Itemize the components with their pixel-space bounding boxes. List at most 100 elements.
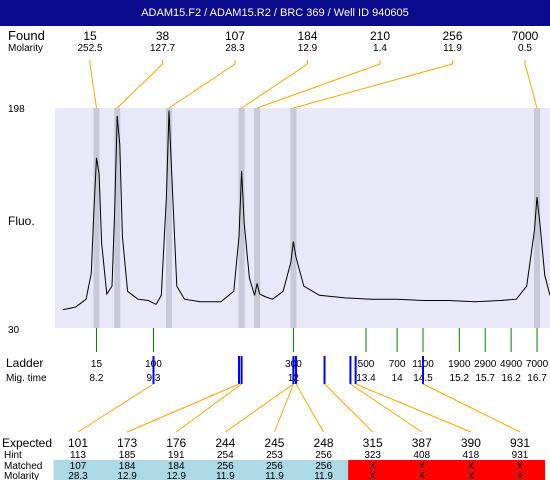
ladder-time-label: 13.4 bbox=[356, 373, 376, 384]
matched-value: 184 bbox=[119, 461, 136, 472]
expected-size: 390 bbox=[461, 436, 481, 450]
molarity-value: X bbox=[418, 471, 425, 480]
found-leader-line bbox=[293, 60, 453, 109]
found-molarity: 1.4 bbox=[373, 43, 387, 54]
unmatched-cell-bg bbox=[495, 460, 546, 480]
found-size: 107 bbox=[225, 29, 245, 43]
peak-marker bbox=[254, 108, 261, 328]
found-molarity: 252.5 bbox=[77, 43, 102, 54]
expected-leader-line bbox=[324, 383, 374, 433]
matched-value: 256 bbox=[315, 461, 332, 472]
hint-value: 191 bbox=[168, 450, 185, 461]
expected-table: 10111310728.317318518412.917619118412.92… bbox=[53, 356, 546, 480]
expected-leader-line bbox=[225, 383, 294, 433]
matched-value: X bbox=[517, 461, 524, 472]
unmatched-cell-bg bbox=[446, 460, 496, 480]
matched-cell-bg bbox=[299, 460, 349, 480]
found-leader-line bbox=[116, 60, 163, 109]
molarity-value: 28.3 bbox=[68, 471, 88, 480]
matched-value: 256 bbox=[266, 461, 283, 472]
fluorescence-trace bbox=[62, 110, 550, 311]
expected-size: 315 bbox=[363, 436, 383, 450]
found-size: 15 bbox=[83, 29, 97, 43]
matched-value: 184 bbox=[168, 461, 185, 472]
found-molarity: 0.5 bbox=[518, 43, 532, 54]
found-molarity: 28.3 bbox=[225, 43, 245, 54]
ladder-label: Ladder bbox=[6, 356, 43, 370]
hint-value: 185 bbox=[119, 450, 136, 461]
plot-area bbox=[55, 108, 550, 328]
found-size: 256 bbox=[442, 29, 462, 43]
expected-leader-line bbox=[350, 383, 423, 433]
molarity-value: X bbox=[369, 471, 376, 480]
expected-size: 173 bbox=[117, 436, 137, 450]
matched-value: 256 bbox=[217, 461, 234, 472]
found-size: 184 bbox=[297, 29, 317, 43]
hint-value: 256 bbox=[315, 450, 332, 461]
ladder-axis: 158.21009.33001250013.470014110014.51900… bbox=[90, 328, 549, 384]
molarity-value: X bbox=[517, 471, 524, 480]
found-size: 7000 bbox=[512, 29, 539, 43]
molarity-value: 12.9 bbox=[166, 471, 186, 480]
expected-label: Expected bbox=[2, 436, 52, 450]
matched-value: X bbox=[369, 461, 376, 472]
hint-value: 253 bbox=[266, 450, 283, 461]
peak-markers bbox=[93, 108, 541, 328]
ladder-time-label: 8.2 bbox=[90, 373, 104, 384]
ladder-size-label: 15 bbox=[91, 359, 103, 370]
matched-cell-bg bbox=[102, 460, 153, 480]
molarity-value: 11.9 bbox=[216, 471, 235, 480]
ladder-size-label: 1900 bbox=[448, 359, 471, 370]
ladder-size-label: 700 bbox=[389, 359, 406, 370]
ladder-time-label: 16.2 bbox=[501, 373, 521, 384]
hint-value: 113 bbox=[70, 450, 86, 461]
chart-title: ADAM15.F2 / ADAM15.R2 / BRC 369 / Well I… bbox=[141, 7, 409, 19]
y-tick-bottom: 30 bbox=[8, 325, 20, 336]
unmatched-cell-bg bbox=[397, 460, 447, 480]
expected-size: 176 bbox=[166, 436, 186, 450]
expected-leader-line bbox=[273, 383, 294, 433]
hint-value: 408 bbox=[413, 450, 430, 461]
hint-value: 323 bbox=[364, 450, 381, 461]
matched-cell-bg bbox=[200, 460, 251, 480]
ladder-time-label: 15.2 bbox=[450, 373, 470, 384]
expected-leader-line bbox=[126, 383, 240, 433]
expected-size: 245 bbox=[264, 436, 284, 450]
fluo-label: Fluo. bbox=[8, 214, 35, 228]
ladder-size-label: 500 bbox=[358, 359, 375, 370]
expected-size: 387 bbox=[412, 436, 432, 450]
ladder-time-label: 15.7 bbox=[475, 373, 495, 384]
found-leader-lines bbox=[89, 60, 538, 109]
found-size: 210 bbox=[370, 29, 390, 43]
ladder-size-label: 7000 bbox=[526, 359, 549, 370]
expected-leader-line bbox=[175, 383, 242, 433]
found-leader-line bbox=[168, 60, 236, 109]
matched-cell-bg bbox=[53, 460, 104, 480]
expected-size: 244 bbox=[215, 436, 235, 450]
unmatched-cell-bg bbox=[348, 460, 398, 480]
electropherogram-chart: Found Molarity Fluo. Ladder Mig. time Ex… bbox=[2, 28, 550, 480]
peak-marker bbox=[290, 108, 297, 328]
matched-value: X bbox=[418, 461, 425, 472]
ladder-size-label: 2900 bbox=[474, 359, 497, 370]
matched-value: 107 bbox=[70, 461, 87, 472]
found-leader-line bbox=[256, 60, 381, 109]
mig-time-label: Mig. time bbox=[6, 373, 47, 384]
y-tick-top: 198 bbox=[8, 104, 25, 115]
matched-label: Matched bbox=[4, 461, 42, 472]
found-label: Found bbox=[8, 28, 45, 43]
expected-leader-line bbox=[422, 383, 521, 433]
expected-leader-line bbox=[295, 383, 324, 433]
hint-value: 418 bbox=[463, 450, 480, 461]
matched-cell-bg bbox=[151, 460, 202, 480]
expected-size: 101 bbox=[68, 436, 88, 450]
found-molarity: 11.9 bbox=[443, 43, 462, 54]
ladder-time-label: 14 bbox=[392, 373, 404, 384]
peak-marker bbox=[114, 108, 121, 328]
molarity-value: 11.9 bbox=[265, 471, 284, 480]
matched-cell-bg bbox=[249, 460, 300, 480]
hint-value: 931 bbox=[512, 450, 529, 461]
molarity-bottom-label: Molarity bbox=[4, 471, 39, 480]
peak-marker bbox=[534, 108, 541, 328]
